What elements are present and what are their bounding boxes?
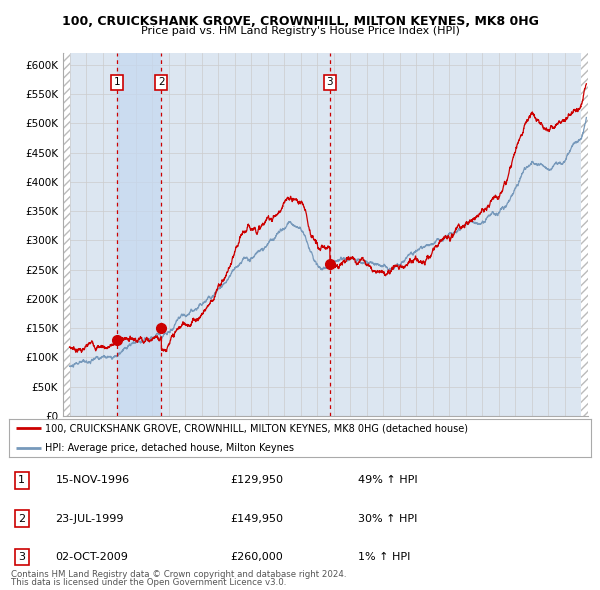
Text: 3: 3 [326,77,333,87]
Text: 1: 1 [114,77,121,87]
Text: This data is licensed under the Open Government Licence v3.0.: This data is licensed under the Open Gov… [11,578,286,587]
Text: 3: 3 [19,552,25,562]
Text: HPI: Average price, detached house, Milton Keynes: HPI: Average price, detached house, Milt… [45,442,294,453]
Text: Price paid vs. HM Land Registry's House Price Index (HPI): Price paid vs. HM Land Registry's House … [140,26,460,36]
Text: £149,950: £149,950 [230,514,283,523]
Text: 1: 1 [19,476,25,485]
Bar [63,53,70,416]
Text: 100, CRUICKSHANK GROVE, CROWNHILL, MILTON KEYNES, MK8 0HG (detached house): 100, CRUICKSHANK GROVE, CROWNHILL, MILTO… [45,424,468,434]
Bar [117,53,161,416]
Text: 30% ↑ HPI: 30% ↑ HPI [358,514,418,523]
Text: 23-JUL-1999: 23-JUL-1999 [56,514,124,523]
Text: 15-NOV-1996: 15-NOV-1996 [56,476,130,485]
Text: Contains HM Land Registry data © Crown copyright and database right 2024.: Contains HM Land Registry data © Crown c… [11,571,346,579]
Text: 100, CRUICKSHANK GROVE, CROWNHILL, MILTON KEYNES, MK8 0HG: 100, CRUICKSHANK GROVE, CROWNHILL, MILTO… [62,15,538,28]
Text: 49% ↑ HPI: 49% ↑ HPI [358,476,418,485]
Text: 2: 2 [158,77,165,87]
Text: 1% ↑ HPI: 1% ↑ HPI [358,552,410,562]
Text: 2: 2 [18,514,25,523]
Text: £260,000: £260,000 [230,552,283,562]
Bar [581,53,588,416]
Text: 02-OCT-2009: 02-OCT-2009 [56,552,128,562]
Text: £129,950: £129,950 [230,476,283,485]
